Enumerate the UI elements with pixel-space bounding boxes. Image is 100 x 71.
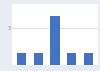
- Bar: [84, 53, 93, 65]
- Bar: [67, 53, 76, 65]
- Bar: [34, 53, 43, 65]
- Bar: [50, 16, 60, 65]
- Bar: [17, 53, 26, 65]
